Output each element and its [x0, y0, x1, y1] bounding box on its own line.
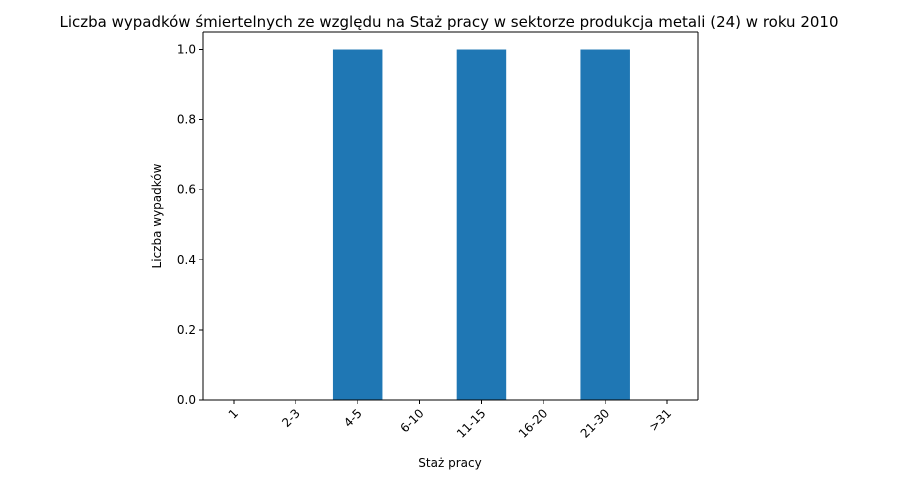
x-tick-label: 6-10 — [398, 406, 427, 435]
y-tick-label: 0.6 — [177, 183, 196, 197]
x-axis-label: Staż pracy — [418, 456, 481, 470]
x-ticks: 1 2-3 4-5 6-10 11-15 16-20 21-30 >31 — [226, 400, 674, 441]
bar-21-30 — [580, 49, 630, 401]
x-tick-label: 2-3 — [279, 406, 303, 430]
bars-group — [332, 49, 630, 401]
bar-4-5 — [332, 49, 383, 401]
x-tick-label: 16-20 — [516, 406, 551, 441]
x-tick-label: 4-5 — [341, 406, 365, 430]
y-tick-label: 0.8 — [177, 113, 196, 127]
y-tick-label: 0.4 — [177, 253, 196, 267]
y-axis-label: Liczba wypadków — [150, 163, 164, 268]
x-tick-label: >31 — [646, 406, 674, 434]
axes-group — [202, 31, 699, 401]
y-tick-label: 1.0 — [177, 43, 196, 57]
chart-title: Liczba wypadków śmiertelnych ze względu … — [59, 13, 838, 31]
y-ticks: 0.0 0.2 0.4 0.6 0.8 1.0 — [177, 43, 203, 407]
x-tick-label: 1 — [226, 406, 241, 421]
bar-11-15 — [456, 49, 507, 401]
x-tick-label: 11-15 — [454, 406, 489, 441]
y-tick-label: 0.2 — [177, 323, 196, 337]
x-tick-label: 21-30 — [578, 406, 613, 441]
y-tick-label: 0.0 — [177, 393, 196, 407]
